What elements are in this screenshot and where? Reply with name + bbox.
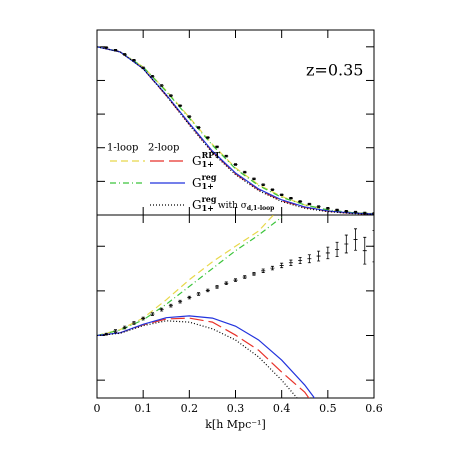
data-point [233, 278, 238, 282]
data-point [196, 292, 201, 296]
data-point [122, 53, 127, 56]
data-point [178, 104, 183, 107]
plot-area [97, 215, 374, 398]
legend-column-header: 1-loop [107, 143, 138, 154]
x-tick-label: 0 [94, 402, 101, 415]
data-point [122, 325, 127, 330]
data-point [372, 230, 374, 263]
data-point [141, 316, 146, 321]
data-point [224, 154, 229, 158]
legend-sup: reg [202, 172, 217, 182]
data-point [325, 207, 330, 210]
data-point [335, 241, 340, 257]
data-point [307, 202, 312, 206]
data-point [362, 236, 367, 265]
legend-sup: RPT [202, 150, 221, 160]
data-point [242, 275, 247, 279]
data-point [298, 200, 303, 203]
x-tick-label: 0.4 [273, 402, 291, 415]
legend-symbol: G [192, 198, 202, 212]
data-point [104, 46, 109, 49]
legend-label: Greg 1+ with σd,1-loop [192, 194, 274, 213]
x-tick-label: 0.1 [134, 402, 152, 415]
data-point [261, 183, 266, 186]
legend-symbol: G [192, 176, 202, 190]
x-tick-label: 0.3 [227, 402, 245, 415]
data-point [104, 332, 109, 336]
legend-suffix-sub: d,1-loop [247, 205, 274, 212]
data-point [187, 115, 192, 118]
data-point [270, 265, 275, 271]
data-point [279, 193, 284, 197]
data-point [159, 84, 164, 87]
data-point [316, 250, 321, 262]
data-point [141, 66, 146, 70]
x-axis-label: k[h Mpc⁻¹] [205, 418, 266, 431]
data-point [362, 211, 367, 215]
data-point [215, 285, 220, 289]
data-point [325, 246, 330, 260]
data-point [150, 312, 155, 316]
data-point [113, 48, 118, 52]
legend-symbol: G [192, 154, 202, 168]
data-point [113, 329, 118, 333]
legend-sup: reg [202, 194, 217, 204]
data-point [159, 307, 164, 312]
data-point [205, 288, 210, 293]
data-point [316, 205, 321, 208]
data-point [251, 177, 256, 181]
curve [97, 315, 316, 398]
data-point [168, 303, 173, 308]
data-point [168, 94, 173, 97]
curve [97, 46, 374, 215]
curve [97, 317, 310, 398]
data-point [196, 126, 201, 129]
legend-label: GRPT 1+ [192, 150, 220, 169]
data-point [344, 210, 349, 213]
annotation: z=0.35 [306, 61, 363, 80]
data-point [205, 136, 210, 139]
data-point [251, 272, 256, 276]
curve [97, 46, 374, 215]
x-tick-label: 0.5 [319, 402, 337, 415]
data-point [353, 228, 358, 251]
data-point [372, 212, 374, 215]
plot-frame [96, 214, 375, 399]
data-point [353, 210, 358, 214]
plot-area [97, 46, 374, 215]
legend-sub: 1+ [202, 203, 214, 213]
x-tick-label: 0.6 [365, 402, 383, 415]
data-point [150, 75, 155, 78]
x-tick-label: 0.2 [181, 402, 199, 415]
legend-label: Greg 1+ [192, 172, 217, 191]
legend-suffix: with σ [218, 201, 247, 211]
data-point [131, 59, 136, 62]
plot-frame [96, 29, 375, 216]
curve [97, 216, 283, 337]
data-point [215, 145, 220, 149]
legend-sub: 1+ [202, 181, 214, 191]
data-point [288, 196, 293, 200]
data-point [178, 299, 183, 304]
data-point [242, 170, 247, 174]
data-point [279, 262, 284, 269]
data-point [288, 259, 293, 266]
legend-column-header: 2-loop [148, 143, 179, 154]
data-point [307, 254, 312, 264]
data-point [335, 208, 340, 212]
data-point [224, 281, 229, 286]
data-point [344, 234, 349, 254]
data-point [131, 321, 136, 325]
data-point [270, 188, 275, 192]
data-point [261, 268, 266, 273]
legend-sub: 1+ [202, 159, 214, 169]
data-point [298, 257, 303, 265]
data-point [187, 295, 192, 300]
data-point [233, 163, 238, 166]
